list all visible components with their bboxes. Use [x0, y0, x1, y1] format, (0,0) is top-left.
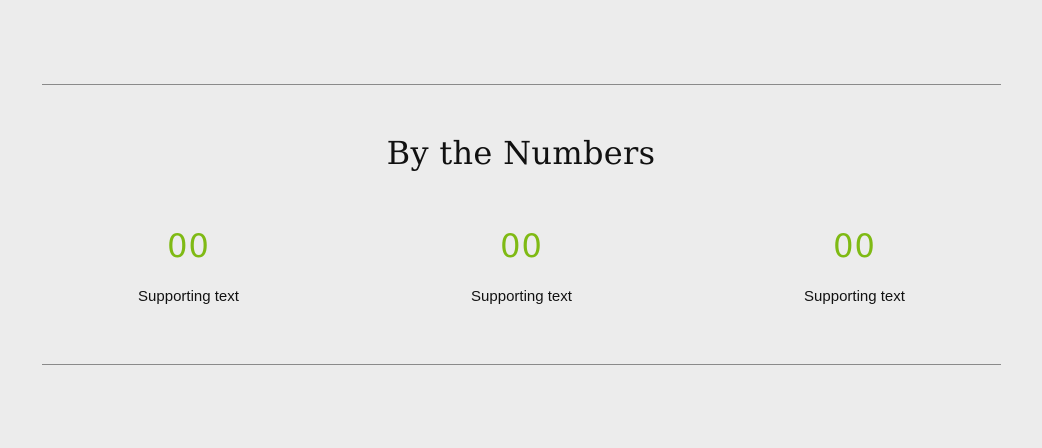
top-divider [42, 84, 1001, 85]
stat-item: 00 Supporting text [355, 226, 688, 306]
stat-item: 00 Supporting text [22, 226, 355, 306]
stat-item: 00 Supporting text [688, 226, 1021, 306]
stat-label: Supporting text [471, 288, 572, 305]
stat-value: 00 [167, 227, 210, 265]
stat-value: 00 [833, 227, 876, 265]
stat-value: 00 [500, 227, 543, 265]
section-title: By the Numbers [386, 134, 656, 172]
stat-label: Supporting text [138, 288, 239, 305]
stat-label: Supporting text [804, 288, 905, 305]
stats-row: 00 Supporting text 00 Supporting text 00… [22, 226, 1021, 306]
bottom-divider [42, 364, 1001, 365]
